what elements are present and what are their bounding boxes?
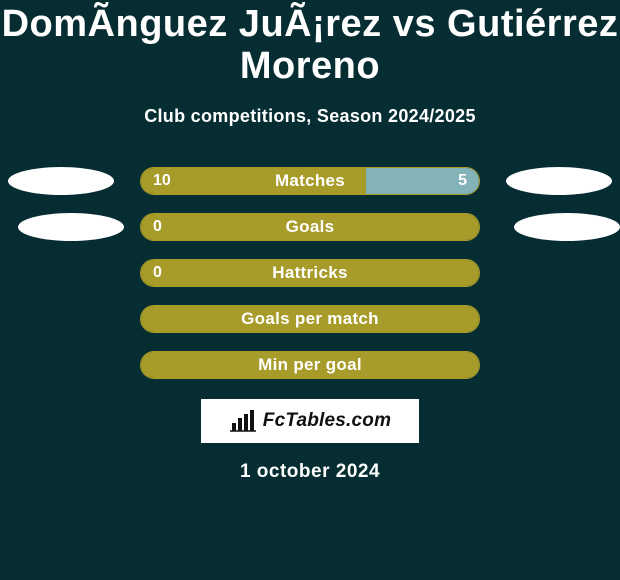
left-avatar-ellipse <box>8 167 114 195</box>
stat-label: Goals per match <box>141 306 479 332</box>
watermark-box: FcTables.com <box>201 399 419 443</box>
left-avatar-ellipse <box>18 213 124 241</box>
stat-value-left: 10 <box>141 168 183 194</box>
stat-label: Hattricks <box>141 260 479 286</box>
stat-row: Hattricks0 <box>0 251 620 297</box>
subtitle: Club competitions, Season 2024/2025 <box>0 106 620 127</box>
page-title: DomÃ­nguez JuÃ¡rez vs Gutiérrez Moreno <box>0 0 620 88</box>
stat-row: Goals per match <box>0 297 620 343</box>
stat-value-left: 0 <box>141 260 174 286</box>
comparison-infographic: DomÃ­nguez JuÃ¡rez vs Gutiérrez Moreno C… <box>0 0 620 580</box>
stat-bar: Min per goal <box>140 351 480 379</box>
stat-label: Matches <box>141 168 479 194</box>
stat-row: Min per goal <box>0 343 620 389</box>
right-avatar-ellipse <box>514 213 620 241</box>
stat-label: Goals <box>141 214 479 240</box>
bar-chart-icon <box>229 410 257 432</box>
stat-rows: Matches105Goals0Hattricks0Goals per matc… <box>0 159 620 389</box>
stat-row: Goals0 <box>0 205 620 251</box>
stat-label: Min per goal <box>141 352 479 378</box>
stat-row: Matches10 5 <box>0 159 620 205</box>
stat-value-left: 0 <box>141 214 174 240</box>
date-label: 1 october 2024 <box>0 461 620 483</box>
stat-value-right: 5 <box>446 168 479 194</box>
stat-bar: Goals per match <box>140 305 480 333</box>
stat-bar: Matches10 5 <box>140 167 480 195</box>
stat-bar: Goals0 <box>140 213 480 241</box>
right-avatar-ellipse <box>506 167 612 195</box>
stat-bar: Hattricks0 <box>140 259 480 287</box>
watermark-text: FcTables.com <box>263 410 391 432</box>
